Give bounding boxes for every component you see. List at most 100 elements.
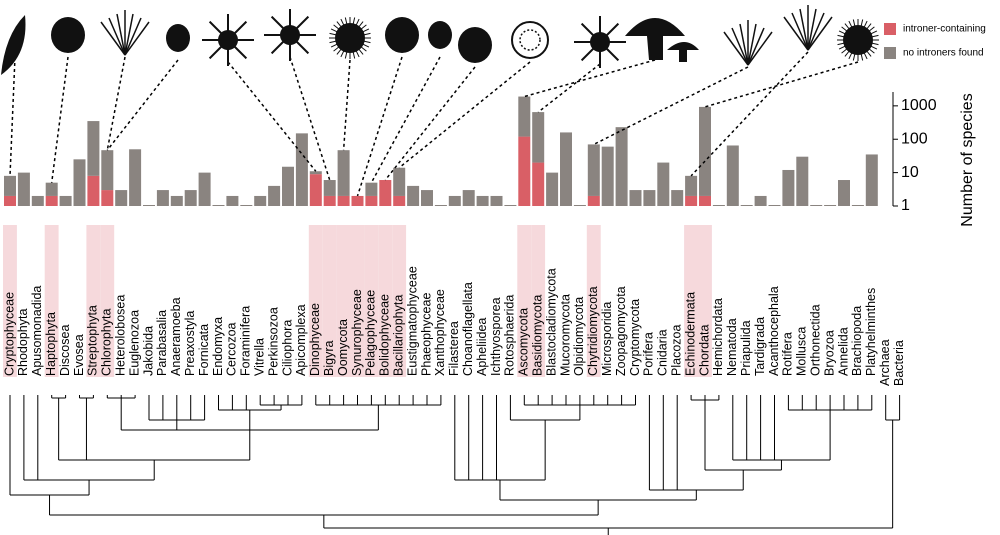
highlight-box — [364, 225, 379, 377]
connector — [9, 56, 16, 176]
legend-swatch — [884, 23, 896, 35]
highlight-box — [517, 225, 532, 377]
bar-no-introner — [601, 146, 614, 206]
category-label: Choanoflagellata — [461, 282, 475, 376]
category-label: Foraminifera — [239, 306, 253, 376]
category-label: Rotifera — [781, 332, 795, 376]
category-label: Apicomplexa — [294, 304, 308, 376]
category-label: Microsporidia — [600, 302, 614, 376]
bar-no-introner — [184, 190, 197, 206]
background-layer — [3, 225, 712, 377]
icon — [1, 15, 26, 75]
category-label: Echinodermata — [683, 292, 697, 376]
connector — [524, 59, 656, 98]
category-label: Discosea — [58, 325, 72, 376]
bar-no-introner — [295, 133, 308, 206]
bar-introner — [45, 195, 58, 206]
bar-no-introner — [87, 121, 100, 176]
bar-no-introner — [73, 159, 86, 206]
bar-no-introner — [115, 190, 128, 206]
category-label: Brachiopoda — [850, 306, 864, 376]
highlight-box — [350, 225, 365, 377]
category-label: Bigyra — [322, 341, 336, 376]
icon-branch — [807, 16, 833, 51]
category-label: Cryptomycota — [628, 299, 642, 376]
bar-no-introner — [337, 150, 350, 196]
category-label: Nematoda — [725, 318, 739, 376]
y-axis-title: Number of species — [959, 93, 976, 226]
icon-branch — [723, 31, 749, 66]
icon — [519, 29, 541, 51]
icon — [428, 21, 452, 49]
icon — [458, 27, 492, 63]
bar-introner — [351, 195, 364, 206]
category-label: Phaeophyceae — [419, 293, 433, 376]
icon-branch — [747, 27, 765, 66]
bar-no-introner — [657, 162, 670, 206]
category-label: Mollusca — [795, 327, 809, 376]
bar-introner — [587, 195, 600, 206]
icon-branch — [100, 21, 126, 56]
category-label: Ascomycota — [517, 308, 531, 376]
bar-no-introner — [282, 166, 294, 206]
highlight-box — [684, 225, 698, 377]
bar-no-introner — [712, 205, 725, 206]
highlight-box — [322, 225, 337, 377]
bar-no-introner — [726, 145, 739, 206]
category-label: Olpidiomycota — [572, 297, 586, 376]
highlight-box — [3, 225, 17, 377]
category-label: Synurophyceae — [350, 289, 364, 376]
highlight-box — [698, 225, 712, 377]
bar-no-introner — [59, 195, 72, 206]
icon-branch — [747, 31, 773, 66]
connector — [106, 56, 126, 151]
category-label: Apheliidea — [475, 318, 489, 376]
bar-no-introner — [629, 190, 642, 206]
bar-no-introner — [685, 175, 698, 196]
icon-branch — [124, 13, 134, 56]
category-label: Tardigrada — [753, 317, 767, 376]
connector — [398, 61, 531, 169]
connector — [106, 59, 179, 151]
category-label: Oomycota — [336, 319, 350, 376]
bar-no-introner — [699, 106, 711, 196]
category-label: Filasterea — [447, 321, 461, 376]
icon — [511, 21, 549, 59]
icon-branch — [731, 27, 749, 66]
bar-no-introner — [17, 172, 30, 206]
bar-no-introner — [323, 180, 336, 196]
connector — [704, 61, 859, 108]
bar-no-introner — [587, 144, 600, 196]
icon — [280, 25, 300, 45]
icon — [166, 24, 190, 52]
icon-branch — [124, 17, 142, 56]
category-label: Streptophyta — [86, 305, 100, 376]
category-label: Jakobida — [141, 326, 155, 376]
connector — [227, 61, 317, 172]
highlight-box — [586, 225, 601, 377]
bar-no-introner — [462, 190, 475, 206]
category-label: Eustigmatophyceae — [405, 266, 419, 376]
category-label: Bacteria — [892, 340, 906, 386]
bar-no-introner — [254, 195, 267, 206]
category-label: Chytridiomycota — [586, 286, 600, 376]
bar-no-introner — [768, 205, 781, 206]
icon — [218, 30, 238, 50]
y-tick-label: 10 — [901, 164, 919, 181]
connector — [50, 56, 69, 183]
category-label: Bolidophyceae — [378, 294, 392, 376]
category-label: Blastocladiomycota — [544, 268, 558, 376]
bar-no-introner — [226, 195, 239, 206]
bar-introner — [337, 195, 350, 206]
bar-no-introner — [851, 205, 864, 206]
bar-no-introner — [560, 132, 572, 206]
category-label: Fornicata — [197, 324, 211, 376]
bar-no-introner — [671, 190, 684, 206]
category-label: Apusomonadida — [30, 286, 44, 376]
bar-introner — [4, 195, 16, 206]
icon-branch — [108, 17, 126, 56]
icon — [385, 17, 419, 53]
category-label: Chordata — [697, 325, 711, 376]
category-label: Basidiomycota — [530, 295, 544, 376]
category-label: Porifera — [642, 332, 656, 376]
